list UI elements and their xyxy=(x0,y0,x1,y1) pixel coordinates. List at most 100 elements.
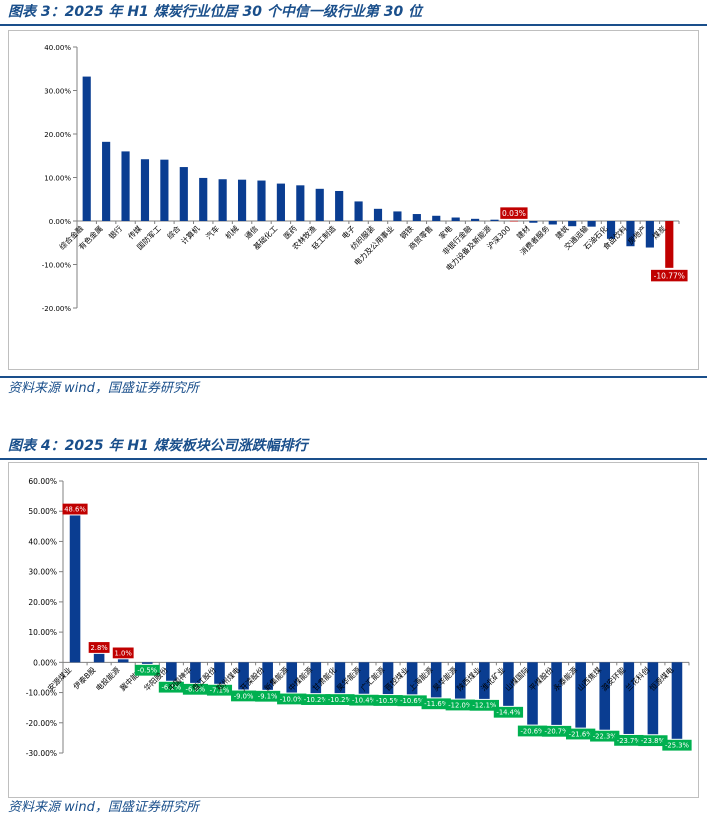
y-tick-label: 50.00% xyxy=(28,507,57,516)
figure-3-title: 图表 3：2025 年 H1 煤炭行业位居 30 个中信一级行业第 30 位 xyxy=(8,4,423,20)
data-label-background xyxy=(373,695,403,706)
bar xyxy=(102,141,111,221)
bar xyxy=(406,662,418,695)
data-label: -20.7% xyxy=(545,728,570,736)
bar xyxy=(117,659,129,663)
data-label-background xyxy=(541,725,572,737)
y-tick-label: 10.00% xyxy=(44,175,71,183)
data-label: -12.1% xyxy=(472,702,497,710)
data-label-background xyxy=(231,690,257,702)
data-label: -6.8% xyxy=(186,686,206,694)
data-label: -12.0% xyxy=(448,701,473,709)
data-label-background xyxy=(158,681,184,693)
bar xyxy=(334,662,346,694)
y-tick-label: -20.00% xyxy=(42,305,72,313)
y-tick-label: 20.00% xyxy=(28,598,57,607)
coal-stock-returns-chart: 60.00% 50.00% 40.00% 30.00% 20.00% 10.00% 0.00… xyxy=(26,477,692,758)
bar xyxy=(335,190,344,221)
data-label: -20.6% xyxy=(520,727,545,735)
bar xyxy=(451,217,460,221)
data-label-background xyxy=(301,694,331,705)
chart-2-frame: 60.00% 50.00% 40.00% 30.00% 20.00% 10.00% 0.00… xyxy=(8,462,699,798)
data-label: -10.6% xyxy=(400,697,425,705)
data-label: -22.3% xyxy=(593,733,618,741)
data-label: -9.1% xyxy=(258,693,278,701)
bar xyxy=(166,662,177,681)
bar xyxy=(262,662,273,690)
data-label-background xyxy=(662,739,692,751)
category-label: 安源煤业 xyxy=(45,664,74,693)
bar xyxy=(568,221,577,227)
y-tick-label: 0.00% xyxy=(33,658,57,667)
bar xyxy=(141,662,153,664)
data-label-background xyxy=(397,695,427,707)
data-label-background xyxy=(614,734,644,746)
figure-4-title: 图表 4：2025 年 H1 煤炭板块公司涨跌幅排行 xyxy=(8,438,308,454)
y-tick-label: -10.00% xyxy=(42,262,72,270)
data-label: -23.7% xyxy=(617,737,642,745)
bar xyxy=(623,662,635,734)
data-label-background xyxy=(493,706,524,718)
data-label: -25.3% xyxy=(665,742,690,750)
bar xyxy=(599,662,611,730)
bar xyxy=(296,185,305,221)
y-tick-label: 30.00% xyxy=(44,88,71,96)
data-label-background xyxy=(638,735,668,747)
bar xyxy=(373,208,383,221)
data-label-background xyxy=(206,684,233,696)
y-tick-label: 0.00% xyxy=(49,218,72,226)
bar xyxy=(551,662,562,725)
bar xyxy=(432,215,441,221)
bar xyxy=(548,221,557,225)
bar xyxy=(179,167,188,221)
data-label-background xyxy=(62,503,88,515)
data-label: 2.8% xyxy=(90,644,108,652)
data-label: -7.1% xyxy=(210,687,230,695)
bar xyxy=(412,214,421,221)
data-label-background xyxy=(445,699,475,711)
data-label: 48.6% xyxy=(64,505,86,513)
data-label-background xyxy=(421,698,451,710)
y-tick-label: 20.00% xyxy=(44,131,71,139)
data-label: -10.2% xyxy=(328,696,353,704)
category-label: 汽车 xyxy=(203,223,221,241)
bar xyxy=(626,221,635,247)
y-tick-label: -30.00% xyxy=(26,749,57,758)
bar xyxy=(140,159,150,221)
y-tick-label: 10.00% xyxy=(28,628,57,637)
bar xyxy=(454,662,466,699)
bar xyxy=(354,201,363,221)
bar xyxy=(529,221,538,223)
bar xyxy=(587,221,596,227)
data-label: 1.0% xyxy=(115,649,133,657)
data-label: -10.2% xyxy=(304,696,329,704)
data-label-background xyxy=(517,725,548,737)
figure-4-source: 资料来源 wind，国盛证券研究所 xyxy=(8,800,199,815)
data-label: -11.6% xyxy=(424,700,449,708)
bar xyxy=(69,515,81,663)
bar xyxy=(671,662,683,739)
figure-3-source: 资料来源 wind，国盛证券研究所 xyxy=(8,381,199,396)
data-label-background xyxy=(255,690,281,702)
figure-3-bottom-rule xyxy=(0,376,707,378)
y-tick-label: 60.00% xyxy=(28,477,57,486)
data-label-background xyxy=(469,699,499,711)
data-label: -23.8% xyxy=(641,737,666,745)
bar xyxy=(310,662,322,694)
data-label: -10.4% xyxy=(352,697,377,705)
bar xyxy=(276,183,285,221)
bar xyxy=(503,662,514,706)
bar xyxy=(527,662,538,725)
y-tick-label: 30.00% xyxy=(28,568,57,577)
bar xyxy=(214,662,225,684)
category-label: 电投能源 xyxy=(93,664,122,693)
category-label: 计算机 xyxy=(179,223,202,246)
bar xyxy=(430,662,442,698)
data-label: -6.1% xyxy=(161,684,181,692)
industry-returns-chart: 40.00% 30.00% 20.00% 10.00% 0.00% -10.00% -20.… xyxy=(42,44,688,313)
bar xyxy=(218,179,227,221)
data-label-background xyxy=(182,683,208,695)
y-tick-label: -10.00% xyxy=(26,689,57,698)
data-label-background xyxy=(134,664,160,676)
